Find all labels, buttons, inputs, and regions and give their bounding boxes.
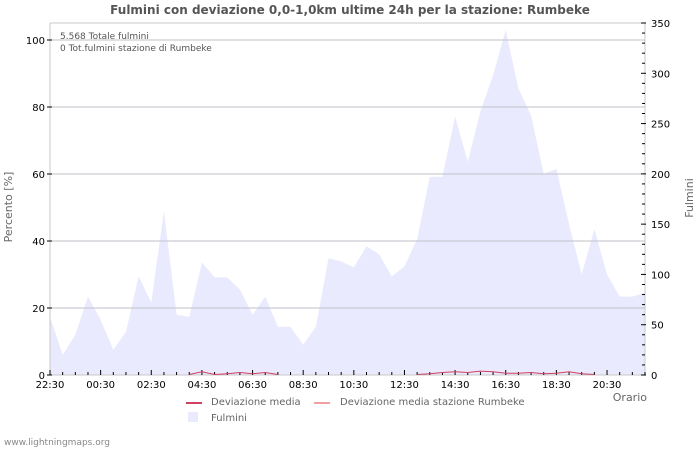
y2-tick-label: 350 [651, 19, 670, 30]
x-tick-label: 20:30 [593, 380, 622, 391]
x-tick-label: 12:30 [390, 380, 419, 391]
y2-tick-label: 100 [651, 270, 670, 281]
y2-tick-label: 0 [651, 371, 657, 382]
x-tick-label: 18:30 [542, 380, 571, 391]
y2-tick-label: 150 [651, 220, 670, 231]
x-tick-label: 02:30 [137, 380, 166, 391]
y2-tick-label: 300 [651, 69, 670, 80]
y2-tick-label: 50 [651, 321, 664, 332]
y-tick-label: 0 [39, 371, 45, 382]
x-axis-label: Orario [613, 391, 648, 404]
legend-deviazione-media-stazione: Deviazione media stazione Rumbeke [340, 397, 525, 408]
y-tick-label: 40 [32, 237, 45, 248]
x-tick-label: 04:30 [188, 380, 217, 391]
y-tick-label: 20 [32, 304, 45, 315]
x-tick-label: 10:30 [339, 380, 368, 391]
x-tick-label: 08:30 [289, 380, 318, 391]
deviazione-media-line [189, 371, 278, 376]
y-axis-label: Percento [%] [2, 172, 15, 243]
x-tick-label: 16:30 [491, 380, 520, 391]
x-tick-label: 14:30 [441, 380, 470, 391]
y-tick-label: 100 [26, 36, 45, 47]
y2-axis-label: Fulmini [683, 178, 696, 218]
y-tick-label: 80 [32, 103, 45, 114]
x-tick-label: 00:30 [86, 380, 115, 391]
x-tick-label: 06:30 [238, 380, 267, 391]
legend-deviazione-media: Deviazione media [211, 397, 301, 408]
fulmini-area [50, 30, 645, 375]
y-tick-label: 60 [32, 170, 45, 181]
chart-title: Fulmini con deviazione 0,0-1,0km ultime … [110, 3, 590, 17]
legend-fulmini-swatch [188, 412, 198, 422]
y2-tick-label: 250 [651, 120, 670, 131]
deviazione-media-line [417, 370, 595, 375]
footer-link[interactable]: www.lightningmaps.org [4, 438, 110, 448]
annotation-text: 5.568 Totale fulmini [60, 32, 149, 42]
x-tick-label: 22:30 [36, 380, 65, 391]
annotation-text: 0 Tot.fulmini stazione di Rumbeke [60, 44, 212, 54]
y2-tick-label: 200 [651, 170, 670, 181]
legend-fulmini: Fulmini [211, 413, 247, 424]
